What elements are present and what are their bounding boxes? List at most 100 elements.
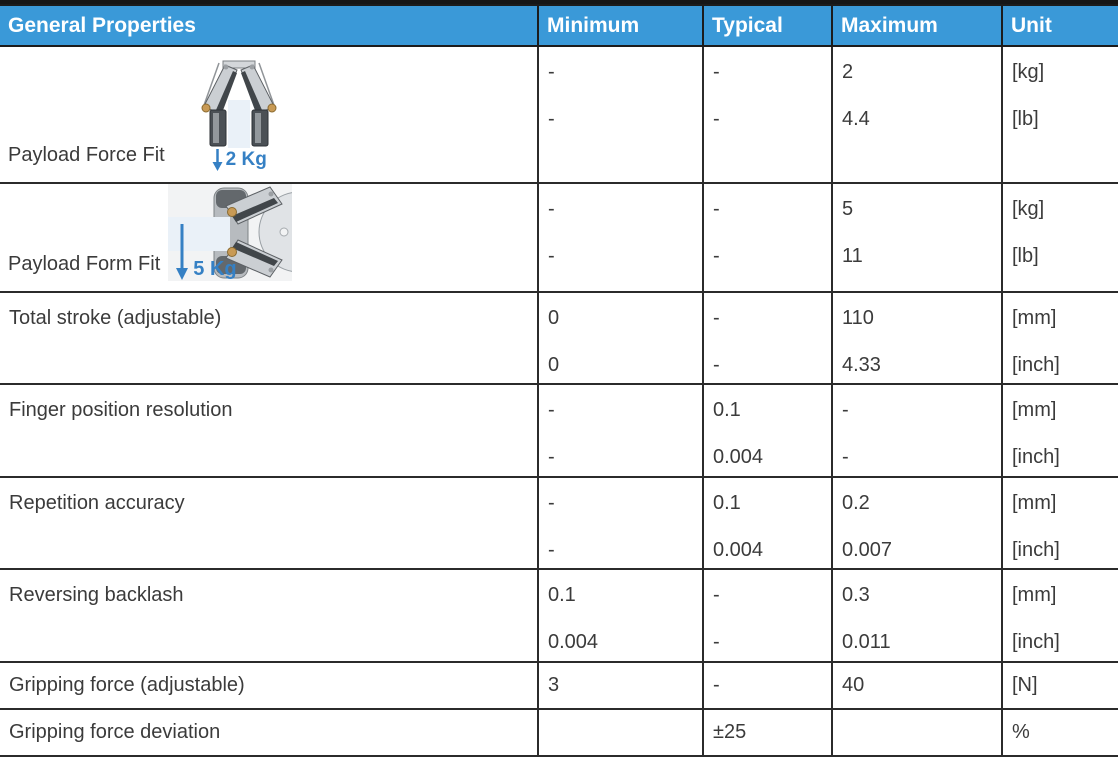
value: 11 — [842, 245, 863, 267]
cell-unit: % — [1001, 708, 1118, 757]
cell-property: Finger position resolution — [0, 383, 539, 478]
value: 0 — [548, 307, 560, 329]
column-header-minimum: Minimum — [537, 4, 704, 47]
cell-typical: - - — [702, 45, 833, 184]
cell-unit: [mm] [inch] — [1001, 291, 1118, 385]
value: - — [548, 446, 555, 468]
cell-maximum — [831, 708, 1003, 757]
unit-value: % — [1012, 721, 1030, 743]
unit-value: [kg] — [1012, 61, 1045, 83]
cell-unit: [N] — [1001, 661, 1118, 710]
value: - — [548, 492, 555, 514]
cell-minimum: 3 — [537, 661, 704, 710]
table-row: Finger position resolution - - 0.1 0.004… — [0, 383, 1118, 478]
unit-value: [mm] — [1012, 399, 1057, 421]
value: - — [713, 584, 720, 606]
payload-force-fit-visual: 2 Kg — [183, 58, 295, 172]
value: 3 — [548, 674, 560, 696]
value: 0.004 — [713, 446, 764, 468]
cell-typical: - - — [702, 182, 833, 293]
value: 4.4 — [842, 108, 870, 130]
table-row: Total stroke (adjustable) 0 0 - - 110 4.… — [0, 291, 1118, 385]
column-header-unit: Unit — [1001, 4, 1118, 47]
value: 110 — [842, 307, 874, 329]
value: 4.33 — [842, 354, 881, 376]
value: - — [842, 399, 849, 421]
value: 0.1 — [713, 399, 741, 421]
value: 0.3 — [842, 584, 870, 606]
value: - — [713, 674, 720, 696]
unit-value: [lb] — [1012, 245, 1039, 267]
unit-value: [inch] — [1012, 539, 1060, 561]
value: 5 — [842, 198, 854, 220]
value: - — [713, 354, 720, 376]
spec-table: General Properties Minimum Typical Maxim… — [0, 4, 1118, 757]
cell-minimum — [537, 708, 704, 757]
payload-caption-text: 5 Kg — [193, 258, 237, 280]
cell-unit: [mm] [inch] — [1001, 476, 1118, 570]
payload-caption: 2 Kg — [211, 148, 267, 172]
column-header-typical: Typical — [702, 4, 833, 47]
table-row: Payload Form Fit — [0, 182, 1118, 293]
payload-form-fit-visual: 5 Kg — [168, 185, 293, 281]
header-row: General Properties Minimum Typical Maxim… — [0, 4, 1118, 47]
row-label: Gripping force (adjustable) — [9, 674, 245, 696]
table-row: Payload Force Fit — [0, 45, 1118, 184]
cell-minimum: - - — [537, 182, 704, 293]
cell-property: Reversing backlash — [0, 568, 539, 663]
unit-value: [mm] — [1012, 584, 1057, 606]
force-fit-gripper-illustration — [201, 60, 277, 148]
unit-value: [mm] — [1012, 492, 1057, 514]
value: - — [548, 399, 555, 421]
value: 0.004 — [548, 631, 599, 653]
table-row: Gripping force deviation ±25 % — [0, 708, 1118, 757]
cell-property: Gripping force (adjustable) — [0, 661, 539, 710]
value: - — [548, 108, 555, 130]
cell-maximum: 0.2 0.007 — [831, 476, 1003, 570]
cell-minimum: 0 0 — [537, 291, 704, 385]
row-label: Finger position resolution — [9, 399, 233, 421]
down-arrow-icon — [212, 149, 223, 171]
unit-value: [inch] — [1012, 446, 1060, 468]
unit-value: [kg] — [1012, 198, 1045, 220]
value: - — [713, 198, 720, 220]
value: - — [713, 61, 720, 83]
cell-maximum: 0.3 0.011 — [831, 568, 1003, 663]
cell-typical: - - — [702, 568, 833, 663]
unit-value: [N] — [1012, 674, 1038, 696]
cell-maximum: 5 11 — [831, 182, 1003, 293]
value: - — [548, 539, 555, 561]
cell-minimum: - - — [537, 383, 704, 478]
cell-maximum: 40 — [831, 661, 1003, 710]
cell-property: Gripping force deviation — [0, 708, 539, 757]
cell-property: Repetition accuracy — [0, 476, 539, 570]
value: - — [548, 245, 555, 267]
value: 40 — [842, 674, 865, 696]
cell-typical: 0.1 0.004 — [702, 476, 833, 570]
table-row: Reversing backlash 0.1 0.004 - - 0.3 0.0… — [0, 568, 1118, 663]
cell-unit: [mm] [inch] — [1001, 383, 1118, 478]
row-label: Total stroke (adjustable) — [9, 307, 222, 329]
value: - — [713, 245, 720, 267]
value: 0.1 — [713, 492, 741, 514]
row-label: Gripping force deviation — [9, 721, 221, 743]
down-arrow-icon — [176, 224, 189, 280]
unit-value: [inch] — [1012, 354, 1060, 376]
payload-caption-text: 2 Kg — [225, 149, 267, 170]
cell-unit: [mm] [inch] — [1001, 568, 1118, 663]
cell-maximum: 110 4.33 — [831, 291, 1003, 385]
unit-value: [lb] — [1012, 108, 1039, 130]
form-fit-gripper-illustration — [168, 186, 293, 279]
cell-unit: [kg] [lb] — [1001, 45, 1118, 184]
payload-caption: 5 Kg — [174, 223, 237, 281]
unit-value: [mm] — [1012, 307, 1057, 329]
cell-property: Payload Force Fit — [0, 45, 539, 184]
value: - — [713, 108, 720, 130]
column-header-maximum: Maximum — [831, 4, 1003, 47]
value: ±25 — [713, 721, 747, 743]
unit-value: [inch] — [1012, 631, 1060, 653]
value: 0 — [548, 354, 560, 376]
cell-property: Total stroke (adjustable) — [0, 291, 539, 385]
value: 0.004 — [713, 539, 764, 561]
